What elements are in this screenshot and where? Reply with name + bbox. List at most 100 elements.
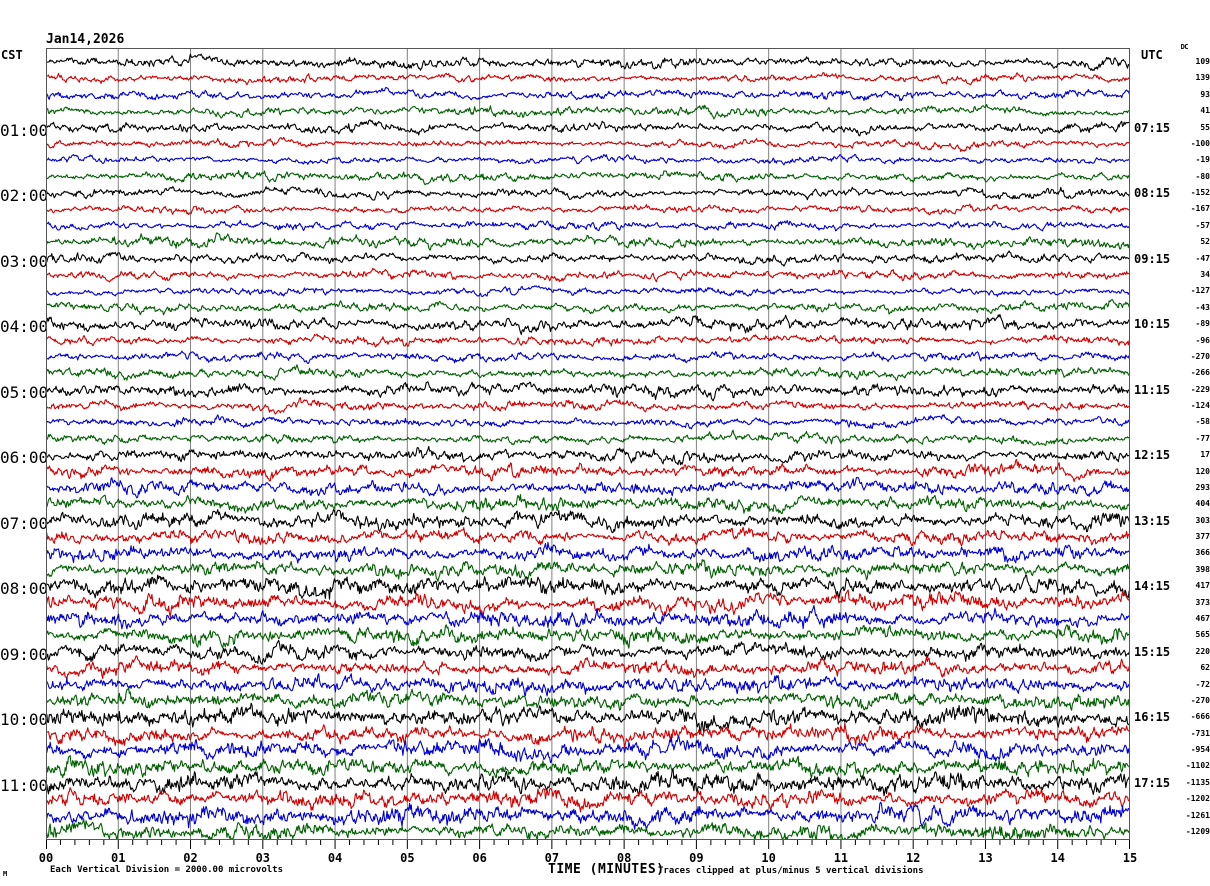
seismic-trace <box>46 350 1130 365</box>
utc-time-label: 16:15 <box>1134 710 1171 725</box>
seismic-trace <box>46 787 1130 813</box>
dc-value: 467 <box>1195 614 1210 624</box>
x-tick-label: 00 <box>38 851 54 865</box>
seismic-trace <box>46 559 1130 582</box>
utc-time-label: 07:15 <box>1134 120 1171 135</box>
dc-value: -1209 <box>1185 827 1210 836</box>
dc-value: -167 <box>1190 204 1210 214</box>
cst-axis-unit: CST <box>1 48 23 62</box>
dc-value: 55 <box>1200 122 1210 132</box>
utc-time-label: 08:15 <box>1134 186 1171 201</box>
seismic-trace <box>46 119 1130 137</box>
cst-time-label: 07:00 <box>0 513 49 533</box>
header-date: Jan14,2026 <box>46 32 125 47</box>
cst-time-label: 11:00 <box>0 775 49 795</box>
seismic-trace <box>46 170 1130 186</box>
seismic-trace <box>46 574 1130 600</box>
x-tick-label: 11 <box>833 851 849 865</box>
corner-mark: M <box>3 870 8 878</box>
cst-time-label: 04:00 <box>0 317 49 337</box>
seismic-trace <box>46 768 1130 797</box>
dc-value: 366 <box>1195 548 1210 558</box>
x-tick-label: 03 <box>255 851 271 865</box>
dc-column-header: DC <box>1180 43 1189 51</box>
seismic-trace <box>46 508 1130 534</box>
dc-value: 17 <box>1200 450 1210 460</box>
x-tick-label: 01 <box>111 851 126 865</box>
utc-time-label: 14:15 <box>1134 579 1171 594</box>
dc-value: -100 <box>1190 138 1210 148</box>
cst-time-label-column: 01:00 02:00 03:00 04:00 05:00 06:00 07:00 08:00… <box>0 0 49 886</box>
x-tick-label: 12 <box>905 851 921 865</box>
seismic-trace <box>46 285 1130 298</box>
seismic-trace <box>46 722 1130 749</box>
cst-time-label: 02:00 <box>0 186 49 206</box>
seismic-trace <box>46 673 1130 697</box>
seismic-trace <box>46 219 1130 232</box>
seismic-trace <box>46 702 1130 734</box>
seismic-trace <box>46 267 1130 283</box>
clip-note: Traces clipped at plus/minus 5 vertical … <box>658 866 924 876</box>
x-axis-title: TIME (MINUTES) <box>548 862 665 877</box>
seismic-trace <box>46 250 1130 267</box>
dc-value: 139 <box>1195 73 1210 83</box>
cst-time-label: 06:00 <box>0 448 49 468</box>
seismic-trace <box>46 72 1130 86</box>
dc-value: -270 <box>1190 351 1210 361</box>
seismic-trace <box>46 364 1130 382</box>
dc-value: -124 <box>1190 401 1210 411</box>
dc-value: 293 <box>1195 482 1210 492</box>
seismic-trace <box>46 203 1130 216</box>
seismic-trace <box>46 755 1130 779</box>
dc-value: -954 <box>1190 745 1210 755</box>
dc-value: -89 <box>1195 319 1210 329</box>
dc-value: 377 <box>1195 532 1210 542</box>
seismic-trace <box>46 655 1130 681</box>
seismic-trace <box>46 299 1130 316</box>
seismogram-canvas <box>46 48 1130 840</box>
x-tick-label: 10 <box>761 851 776 865</box>
seismic-trace <box>46 186 1130 201</box>
utc-axis-unit: UTC <box>1141 48 1163 62</box>
seismic-trace <box>46 136 1130 153</box>
seismic-trace <box>46 624 1130 649</box>
utc-time-label: 09:15 <box>1134 251 1171 266</box>
utc-time-label: 12:15 <box>1134 448 1171 463</box>
dc-value: 109 <box>1195 57 1210 66</box>
seismic-trace <box>46 687 1130 711</box>
x-axis: 00 01 02 03 04 05 06 07 08 09 10 11 12 13 14 15 <box>39 840 1137 865</box>
seismic-trace <box>46 103 1130 120</box>
seismic-trace <box>46 86 1130 102</box>
seismic-trace <box>46 818 1130 840</box>
dc-value: -43 <box>1195 302 1210 312</box>
seismic-trace <box>46 232 1130 251</box>
dc-value-column: 109 139 93 41 55 -100 -19 -80 -152 -167 -57 52 -47 34… <box>1176 0 1210 886</box>
dc-value: 404 <box>1195 499 1210 509</box>
dc-value: -152 <box>1190 188 1210 198</box>
dc-value: -72 <box>1195 679 1210 689</box>
seismic-trace <box>46 801 1130 830</box>
utc-time-label: 10:15 <box>1134 317 1171 332</box>
dc-value: -731 <box>1190 728 1210 738</box>
cst-time-label: 05:00 <box>0 382 49 402</box>
x-tick-label: 02 <box>183 851 198 865</box>
dc-value: 120 <box>1195 466 1210 476</box>
utc-time-label-column: 07:15 08:15 09:15 10:15 11:15 12:15 13:15 14:15… <box>1132 0 1210 886</box>
x-tick-label: 09 <box>689 851 704 865</box>
cst-time-label: 08:00 <box>0 579 49 599</box>
dc-value: 398 <box>1195 564 1210 574</box>
dc-value: -1135 <box>1185 777 1210 787</box>
utc-time-label: 17:15 <box>1134 775 1171 790</box>
x-tick-label: 06 <box>472 851 487 865</box>
utc-time-label: 15:15 <box>1134 644 1171 659</box>
plot-border <box>46 48 1130 840</box>
seismic-trace <box>46 414 1130 430</box>
seismic-trace <box>46 639 1130 665</box>
seismogram-plot[interactable] <box>46 48 1130 840</box>
dc-value: 52 <box>1200 237 1210 247</box>
dc-value: 93 <box>1200 89 1210 99</box>
dc-value: -127 <box>1190 286 1210 296</box>
dc-value: -270 <box>1190 695 1210 705</box>
dc-value: 303 <box>1195 515 1210 525</box>
dc-value: 220 <box>1195 646 1210 656</box>
